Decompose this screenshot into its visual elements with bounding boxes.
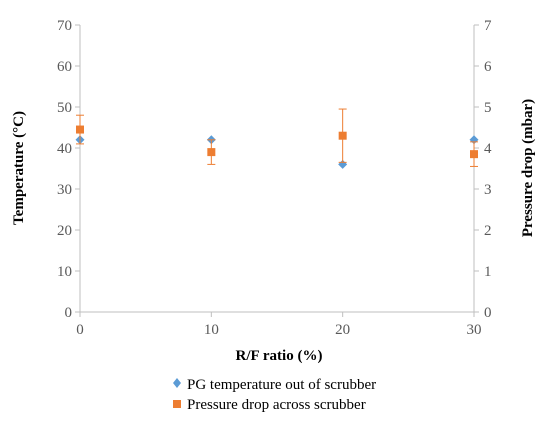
pressure-drop-point [338,131,347,140]
x-tick-label: 10 [204,322,219,338]
y-tick-label: 50 [57,100,72,116]
y2-tick-label: 6 [484,59,492,75]
x-tick-label: 0 [76,322,84,338]
legend-label-pressure: Pressure drop across scrubber [187,397,366,413]
legend-item-pressure: Pressure drop across scrubber [173,397,366,413]
legend-item-temperature: PG temperature out of scrubber [173,377,376,393]
y2-tick-label: 1 [484,264,492,280]
legend-diamond-marker [173,378,181,388]
y-tick-label: 30 [57,182,72,198]
y-tick-label: 60 [57,59,72,75]
y2-tick-label: 4 [484,141,492,157]
legend: PG temperature out of scrubber Pressure … [173,377,376,413]
pressure-drop-point [76,125,84,134]
data-marks [75,108,479,169]
y-tick-label: 70 [57,18,72,34]
legend-square-marker [173,400,181,408]
y2-tick-label: 0 [484,305,492,321]
y2-tick-label: 3 [484,182,492,198]
legend-label-temperature: PG temperature out of scrubber [187,377,376,393]
x-axis-title: R/F ratio (%) [236,348,323,364]
y-axis-title: Temperature (°C) [11,111,27,225]
y-tick-label: 0 [65,305,73,321]
y-tick-label: 40 [57,141,72,157]
pressure-drop-point [207,148,216,157]
y2-axis-title: Pressure drop (mbar) [520,99,536,237]
pressure-drop-point [470,150,478,159]
y-tick-label: 10 [57,264,72,280]
y2-tick-label: 5 [484,100,492,116]
x-tick-label: 30 [467,322,482,338]
axes [75,24,479,317]
x-tick-label: 20 [335,322,350,338]
y-tick-label: 20 [57,223,72,239]
y2-tick-label: 7 [484,18,492,34]
y2-tick-label: 2 [484,223,492,239]
